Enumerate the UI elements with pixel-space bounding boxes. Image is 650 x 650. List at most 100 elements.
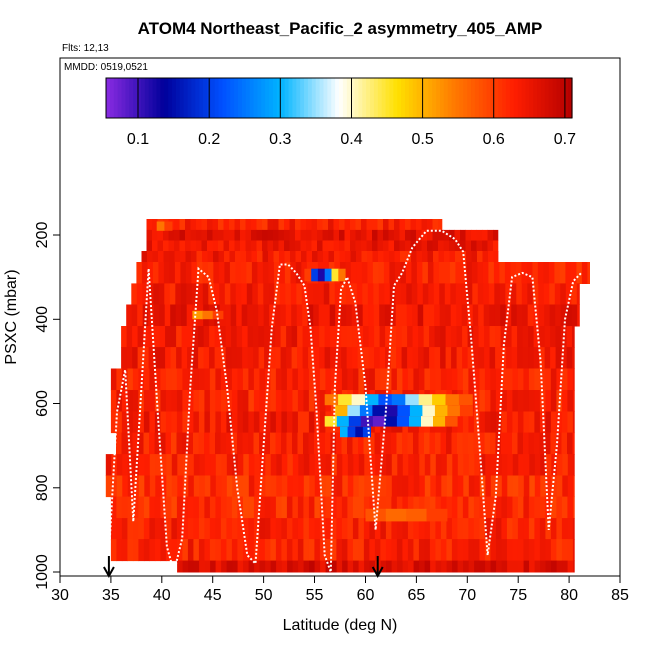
heatmap-cell	[512, 496, 519, 519]
heatmap-cell	[516, 283, 523, 305]
heatmap-cell	[402, 454, 409, 477]
colorbar-swatch	[172, 78, 177, 118]
heatmap-cell	[240, 219, 246, 231]
heatmap-cell	[471, 240, 477, 252]
heatmap-cell	[214, 326, 221, 348]
colorbar-swatch	[175, 78, 181, 118]
heatmap-cell	[457, 454, 464, 477]
heatmap-cell	[292, 454, 299, 477]
y-tick-label: 600	[34, 390, 51, 417]
heatmap-cell	[149, 368, 156, 391]
heatmap-cell	[449, 240, 455, 252]
chart-title: ATOM4 Northeast_Pacific_2 asymmetry_405_…	[138, 19, 543, 38]
heatmap-cell	[483, 304, 490, 327]
heatmap-cell	[226, 496, 233, 519]
heatmap-cell	[523, 539, 530, 562]
heatmap-cell	[317, 229, 323, 241]
heatmap-cell	[528, 411, 535, 434]
heatmap-cell	[438, 229, 444, 241]
heatmap-cell	[561, 390, 568, 412]
colorbar-swatch	[366, 78, 371, 118]
heatmap-cell	[429, 518, 436, 540]
heatmap-cell	[380, 560, 387, 573]
heatmap-cell	[314, 518, 321, 540]
heatmap-cell	[479, 411, 486, 434]
heatmap-cell	[418, 368, 425, 391]
heatmap-cell	[352, 432, 359, 455]
heatmap-cell	[126, 347, 133, 370]
heatmap-cell	[361, 251, 368, 263]
heatmap-cell	[230, 283, 237, 305]
heatmap-cell	[312, 283, 319, 305]
heatmap-cell	[259, 475, 266, 498]
heatmap-cell	[466, 283, 473, 305]
heatmap-cell	[252, 283, 259, 305]
heatmap-cell	[319, 390, 326, 412]
heatmap-cell	[231, 390, 238, 412]
heatmap-cell	[245, 219, 252, 231]
heatmap-cell	[319, 347, 326, 370]
heatmap-cell	[187, 368, 194, 391]
colorbar-swatch	[261, 78, 266, 118]
heatmap-cell	[539, 368, 546, 391]
heatmap-anomaly-cell	[384, 416, 398, 427]
heatmap-cell	[209, 326, 216, 348]
heatmap-cell	[380, 518, 387, 540]
colorbar-swatch	[451, 78, 457, 118]
heatmap-cell	[236, 347, 243, 370]
heatmap-cell	[149, 390, 156, 412]
heatmap-cell	[395, 304, 402, 327]
heatmap-cell	[419, 475, 426, 498]
heatmap-cell	[121, 326, 128, 348]
heatmap-cell	[473, 432, 480, 455]
heatmap-cell	[270, 390, 277, 412]
heatmap-cell	[298, 560, 305, 573]
heatmap-cell	[243, 560, 250, 573]
heatmap-anomaly-cell	[418, 394, 433, 406]
heatmap-cell	[259, 496, 266, 519]
heatmap-cell	[153, 304, 160, 327]
heatmap-cell	[479, 560, 486, 573]
heatmap-cell	[341, 326, 348, 348]
heatmap-cell	[423, 304, 430, 327]
heatmap-cell	[116, 539, 123, 562]
heatmap-cell	[374, 347, 381, 370]
heatmap-cell	[131, 283, 138, 305]
heatmap-cell	[160, 496, 167, 519]
heatmap-cell	[336, 496, 343, 519]
heatmap-cell	[473, 390, 480, 412]
heatmap-cell	[177, 560, 184, 573]
heatmap-cell	[560, 304, 567, 327]
heatmap-cell	[432, 240, 439, 252]
heatmap-cell	[257, 262, 264, 284]
heatmap-cell	[441, 475, 448, 498]
heatmap-cell	[254, 475, 261, 498]
heatmap-cell	[402, 518, 409, 540]
heatmap-cell	[374, 326, 381, 348]
heatmap-cell	[561, 539, 568, 562]
heatmap-cell	[377, 219, 384, 231]
heatmap-cell	[292, 539, 299, 562]
heatmap-cell	[259, 518, 266, 540]
colorbar-swatch	[331, 78, 336, 118]
colorbar-swatch	[560, 78, 565, 118]
colorbar-swatch	[319, 78, 325, 118]
heatmap-cell	[386, 454, 393, 477]
heatmap-cell	[182, 518, 189, 540]
heatmap-cell	[544, 326, 551, 348]
heatmap-cell	[410, 219, 417, 231]
flight-track	[107, 229, 583, 576]
heatmap-cell	[500, 326, 507, 348]
heatmap-cell	[231, 368, 238, 391]
heatmap-cell	[364, 454, 371, 477]
heatmap-cell	[517, 411, 524, 434]
heatmap-cell	[485, 560, 492, 573]
heatmap-cell	[149, 432, 155, 455]
colorbar-tick-label: 0.1	[127, 131, 149, 148]
heatmap-cell	[416, 229, 422, 241]
heatmap-cell	[143, 326, 150, 348]
colorbar-swatch	[432, 78, 437, 118]
heatmap-cell	[284, 262, 291, 284]
heatmap-cell	[490, 560, 497, 573]
heatmap-cell	[221, 454, 228, 477]
